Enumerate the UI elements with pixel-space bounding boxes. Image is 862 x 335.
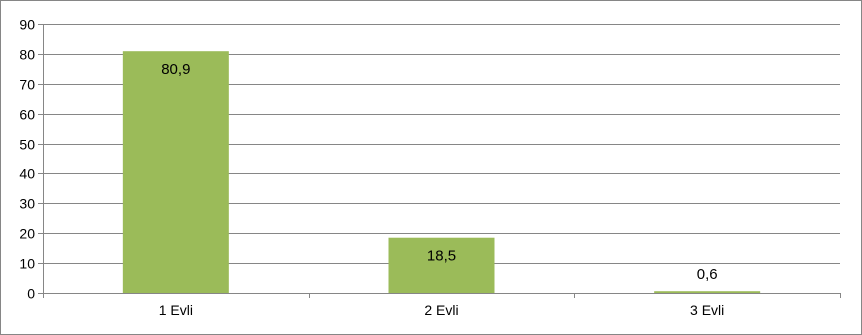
bar-1-evli xyxy=(122,51,229,294)
data-labels: 80,9 18,5 0,6 xyxy=(161,61,717,283)
data-label: 0,6 xyxy=(697,266,718,283)
y-tick-label: 40 xyxy=(19,166,35,182)
data-label: 80,9 xyxy=(161,61,190,78)
y-tick-label: 80 xyxy=(19,47,35,63)
bars xyxy=(122,51,761,294)
x-axis-tick-labels: 1 Evli 2 Evli 3 Evli xyxy=(159,302,725,318)
y-tick-label: 0 xyxy=(27,286,35,302)
x-tick-label: 3 Evli xyxy=(690,302,724,318)
y-tick-label: 30 xyxy=(19,196,35,212)
bar-3-evli xyxy=(654,291,761,293)
y-tick-label: 70 xyxy=(19,77,35,93)
y-tick-label: 10 xyxy=(19,256,35,272)
y-tick-label: 60 xyxy=(19,107,35,123)
y-tick-label: 90 xyxy=(19,17,35,33)
bar-2-evli xyxy=(388,237,495,293)
y-axis-tick-labels: 0 10 20 30 40 50 60 70 80 90 xyxy=(19,17,35,302)
x-tick-label: 2 Evli xyxy=(424,302,458,318)
x-tick-label: 1 Evli xyxy=(159,302,193,318)
y-tick-label: 20 xyxy=(19,226,35,242)
data-label: 18,5 xyxy=(427,248,456,265)
axes xyxy=(38,24,841,298)
y-tick-label: 50 xyxy=(19,137,35,153)
